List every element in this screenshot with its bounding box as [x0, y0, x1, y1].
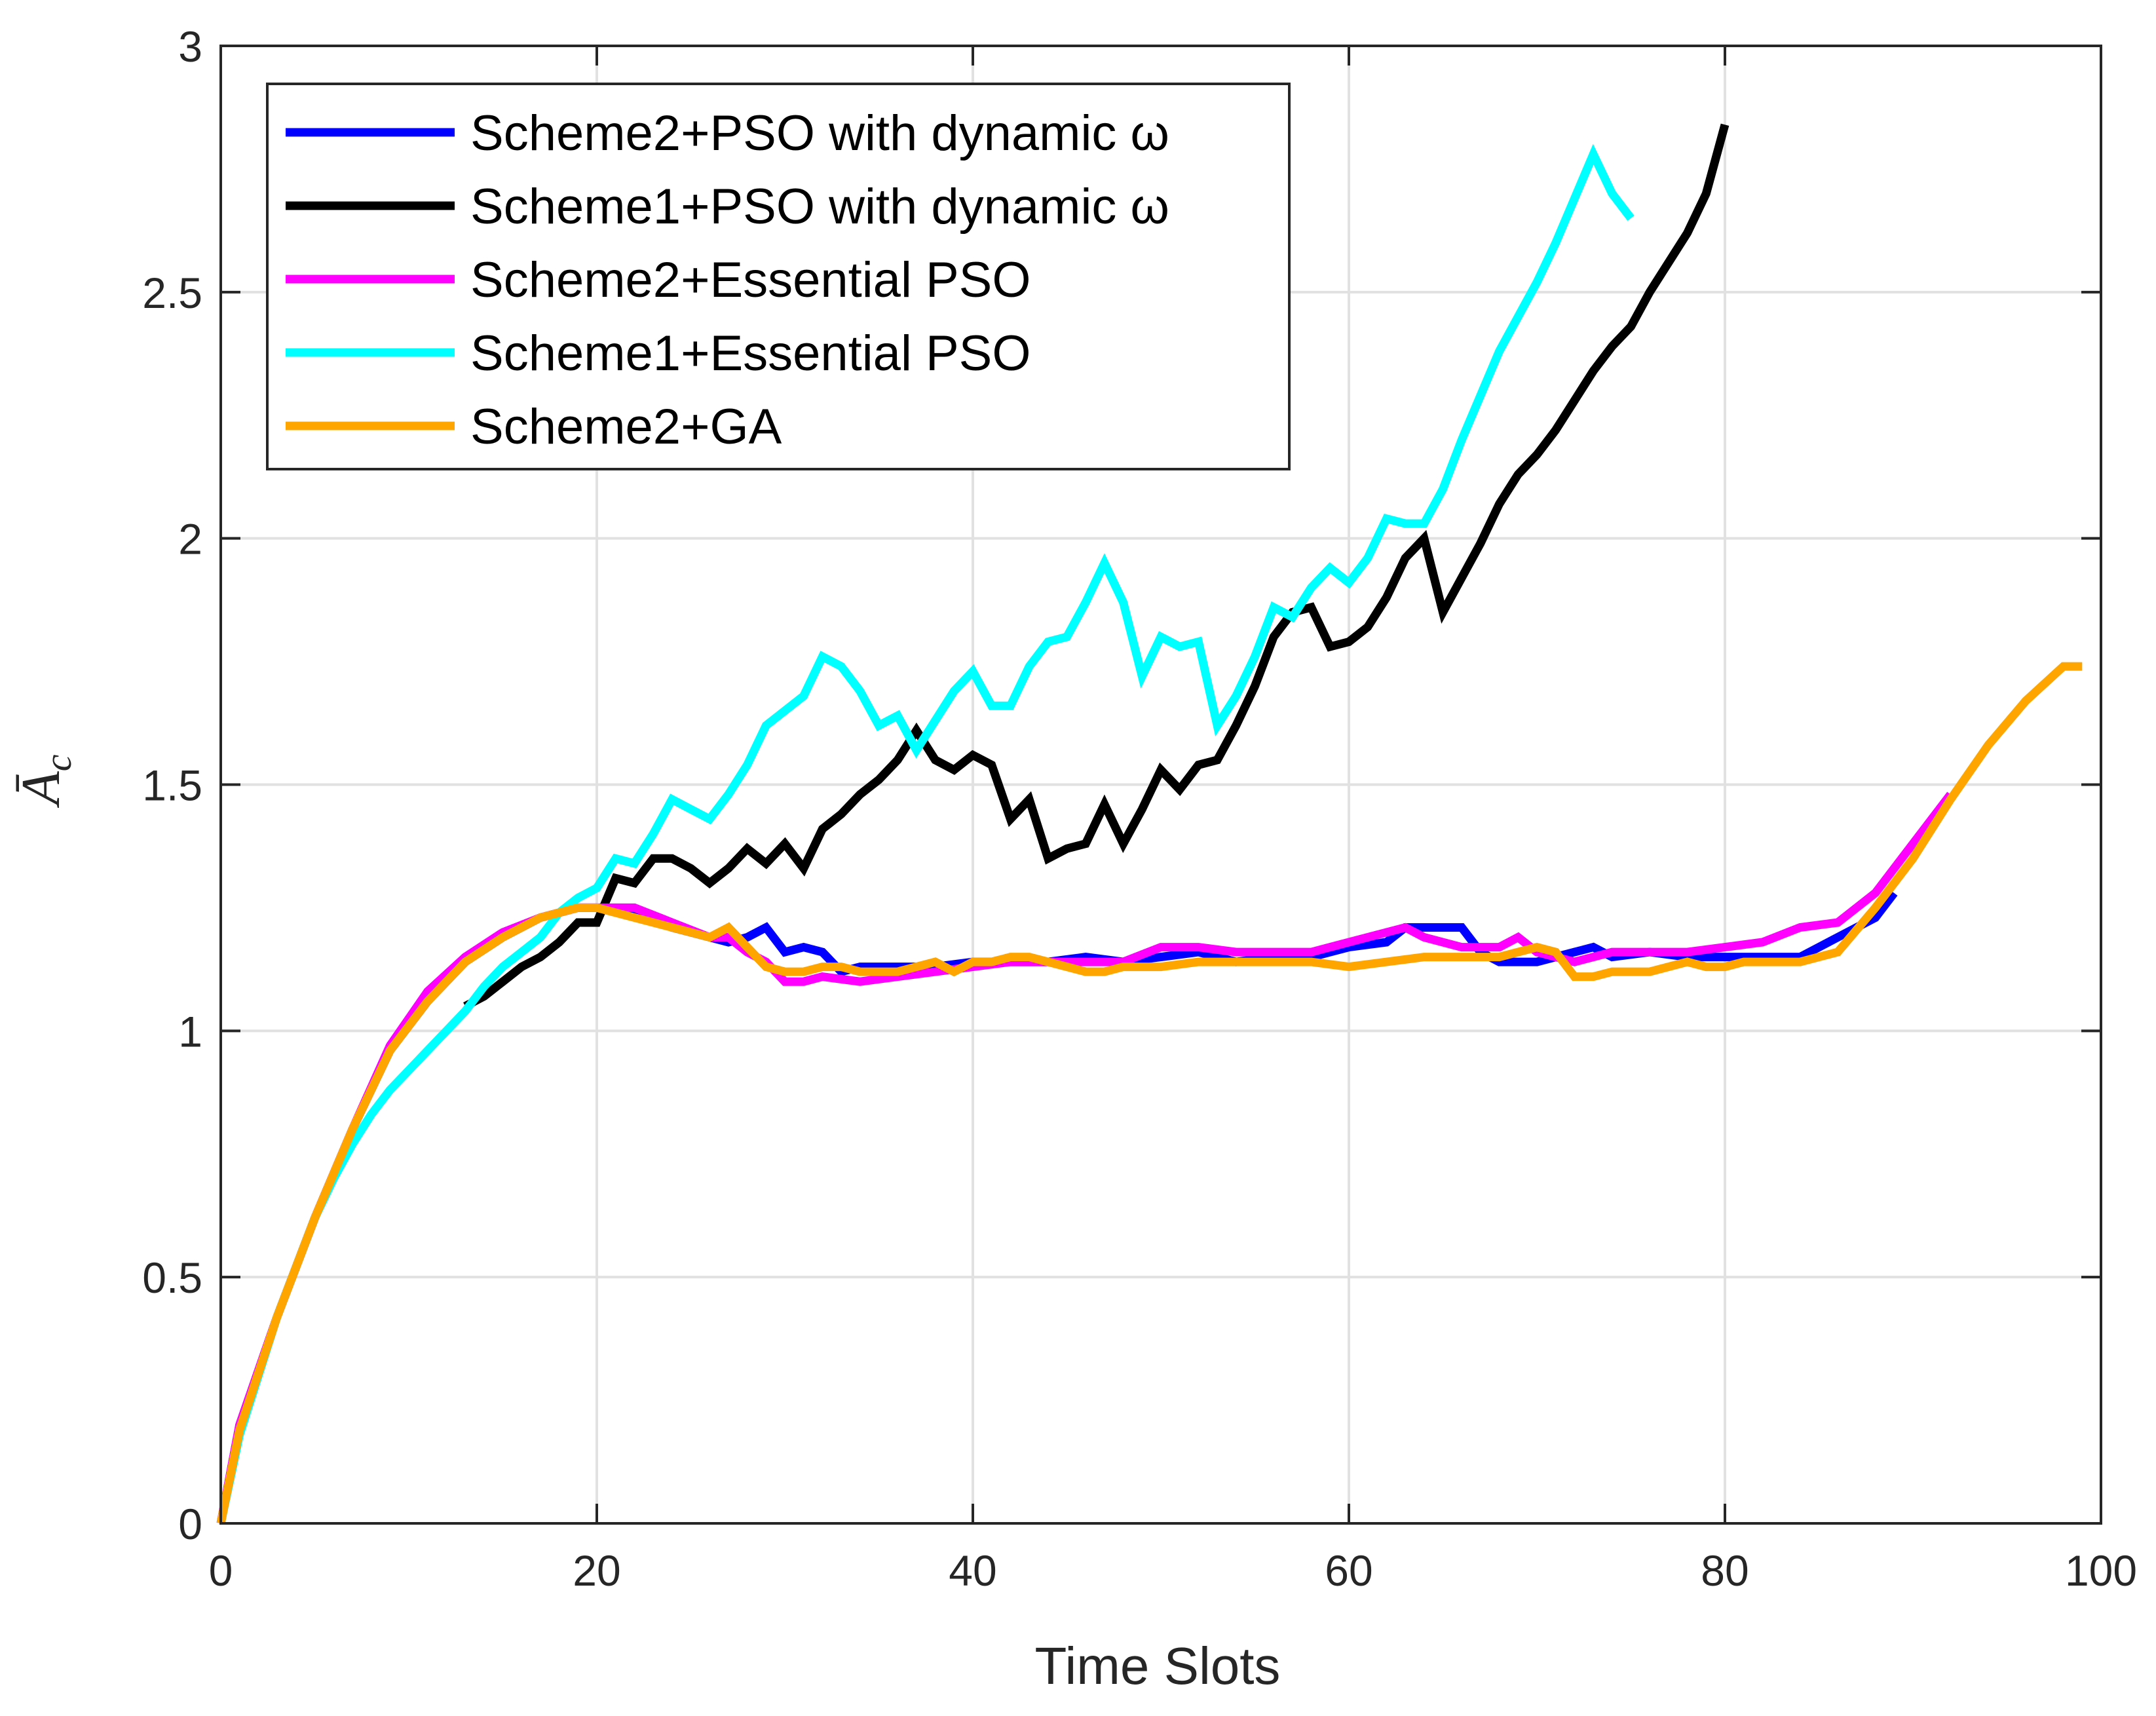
y-tick-label: 1 — [178, 1007, 202, 1056]
svg-text:Āc: Āc — [10, 754, 79, 808]
x-tick-label: 20 — [573, 1546, 620, 1595]
legend-label-5: Scheme2+GA — [470, 399, 782, 455]
x-axis-label: Time Slots — [1035, 1637, 1281, 1695]
legend-label-1: Scheme2+PSO with dynamic ω — [470, 105, 1169, 161]
x-tick-label: 60 — [1325, 1546, 1372, 1595]
y-axis-label-subscript: c — [37, 754, 79, 771]
y-axis-label: Āc — [10, 754, 79, 808]
legend-label-2: Scheme1+PSO with dynamic ω — [470, 179, 1169, 235]
y-tick-label: 0.5 — [142, 1253, 202, 1302]
x-tick-label: 100 — [2065, 1546, 2137, 1595]
axes-layer — [219, 45, 2102, 1525]
y-tick-label: 0 — [178, 1500, 202, 1548]
x-tick-labels: 0 20 40 60 80 100 — [209, 1546, 2137, 1595]
series-line-2 — [463, 123, 1730, 1010]
legend: Scheme2+PSO with dynamic ω Scheme1+PSO wi… — [266, 83, 1291, 470]
x-tick-label: 80 — [1701, 1546, 1749, 1595]
y-tick-labels: 0 0.5 1 1.5 2 2.5 3 — [142, 22, 202, 1548]
y-tick-label: 2.5 — [142, 269, 202, 317]
y-tick-label: 1.5 — [142, 761, 202, 810]
series-line-4 — [216, 143, 1635, 1525]
x-tick-label: 0 — [209, 1546, 233, 1595]
series-layer — [216, 123, 2083, 1525]
y-tick-label: 2 — [178, 515, 202, 563]
series-line-5 — [216, 662, 2083, 1525]
y-axis-label-main: Ā — [10, 771, 71, 809]
y-tick-label: 3 — [178, 22, 202, 71]
legend-label-3: Scheme2+Essential PSO — [470, 252, 1031, 308]
legend-label-4: Scheme1+Essential PSO — [470, 326, 1031, 381]
x-tick-label: 40 — [949, 1546, 996, 1595]
